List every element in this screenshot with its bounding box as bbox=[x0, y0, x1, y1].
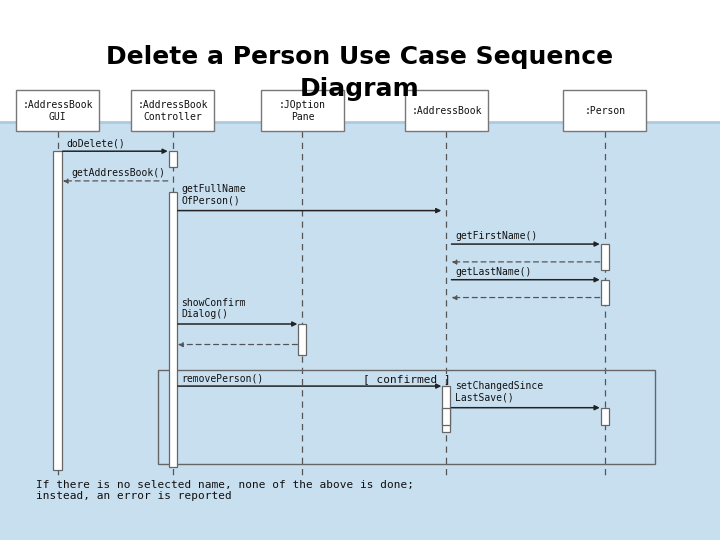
Text: [ confirmed ]: [ confirmed ] bbox=[363, 374, 451, 384]
Bar bbox=[405, 90, 488, 131]
Bar bbox=[53, 151, 62, 470]
Text: getFullName
OfPerson(): getFullName OfPerson() bbox=[181, 184, 246, 206]
Bar bbox=[16, 90, 99, 131]
Text: :AddressBook: :AddressBook bbox=[411, 106, 482, 116]
Text: Diagram: Diagram bbox=[300, 77, 420, 101]
Bar bbox=[158, 370, 655, 464]
Bar bbox=[299, 324, 307, 355]
Bar bbox=[601, 280, 609, 305]
Bar bbox=[132, 90, 215, 131]
Text: showConfirm
Dialog(): showConfirm Dialog() bbox=[181, 298, 246, 319]
Text: removePerson(): removePerson() bbox=[181, 373, 264, 383]
Text: If there is no selected name, none of the above is done;
instead, an error is re: If there is no selected name, none of th… bbox=[36, 480, 414, 501]
Bar bbox=[442, 408, 451, 425]
Bar bbox=[601, 408, 609, 425]
Text: Delete a Person Use Case Sequence: Delete a Person Use Case Sequence bbox=[107, 45, 613, 69]
Text: getAddressBook(): getAddressBook() bbox=[71, 168, 166, 178]
Bar bbox=[563, 90, 647, 131]
Text: :AddressBook
Controller: :AddressBook Controller bbox=[138, 100, 208, 122]
Text: :AddressBook
GUI: :AddressBook GUI bbox=[22, 100, 93, 122]
Text: getFirstName(): getFirstName() bbox=[455, 231, 537, 241]
Text: :Person: :Person bbox=[584, 106, 626, 116]
Text: :JOption
Pane: :JOption Pane bbox=[279, 100, 326, 122]
Bar bbox=[168, 151, 177, 167]
Bar bbox=[0, 0, 720, 122]
Bar bbox=[261, 90, 344, 131]
Text: doDelete(): doDelete() bbox=[66, 138, 125, 149]
Bar bbox=[442, 386, 451, 432]
Text: getLastName(): getLastName() bbox=[455, 267, 531, 277]
Text: setChangedSince
LastSave(): setChangedSince LastSave() bbox=[455, 381, 543, 403]
Bar bbox=[168, 192, 177, 467]
Bar bbox=[0, 122, 720, 540]
Bar bbox=[601, 244, 609, 270]
